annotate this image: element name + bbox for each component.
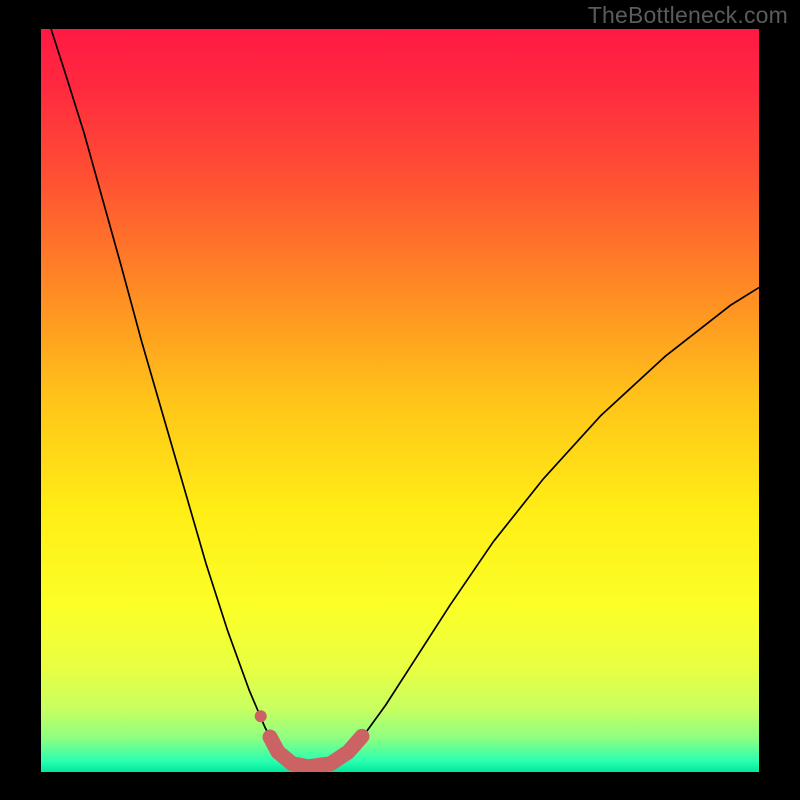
highlight-dot [255, 710, 267, 722]
bottleneck-chart [0, 0, 800, 800]
watermark-text: TheBottleneck.com [588, 2, 788, 29]
gradient-background [41, 29, 759, 772]
chart-frame: TheBottleneck.com [0, 0, 800, 800]
